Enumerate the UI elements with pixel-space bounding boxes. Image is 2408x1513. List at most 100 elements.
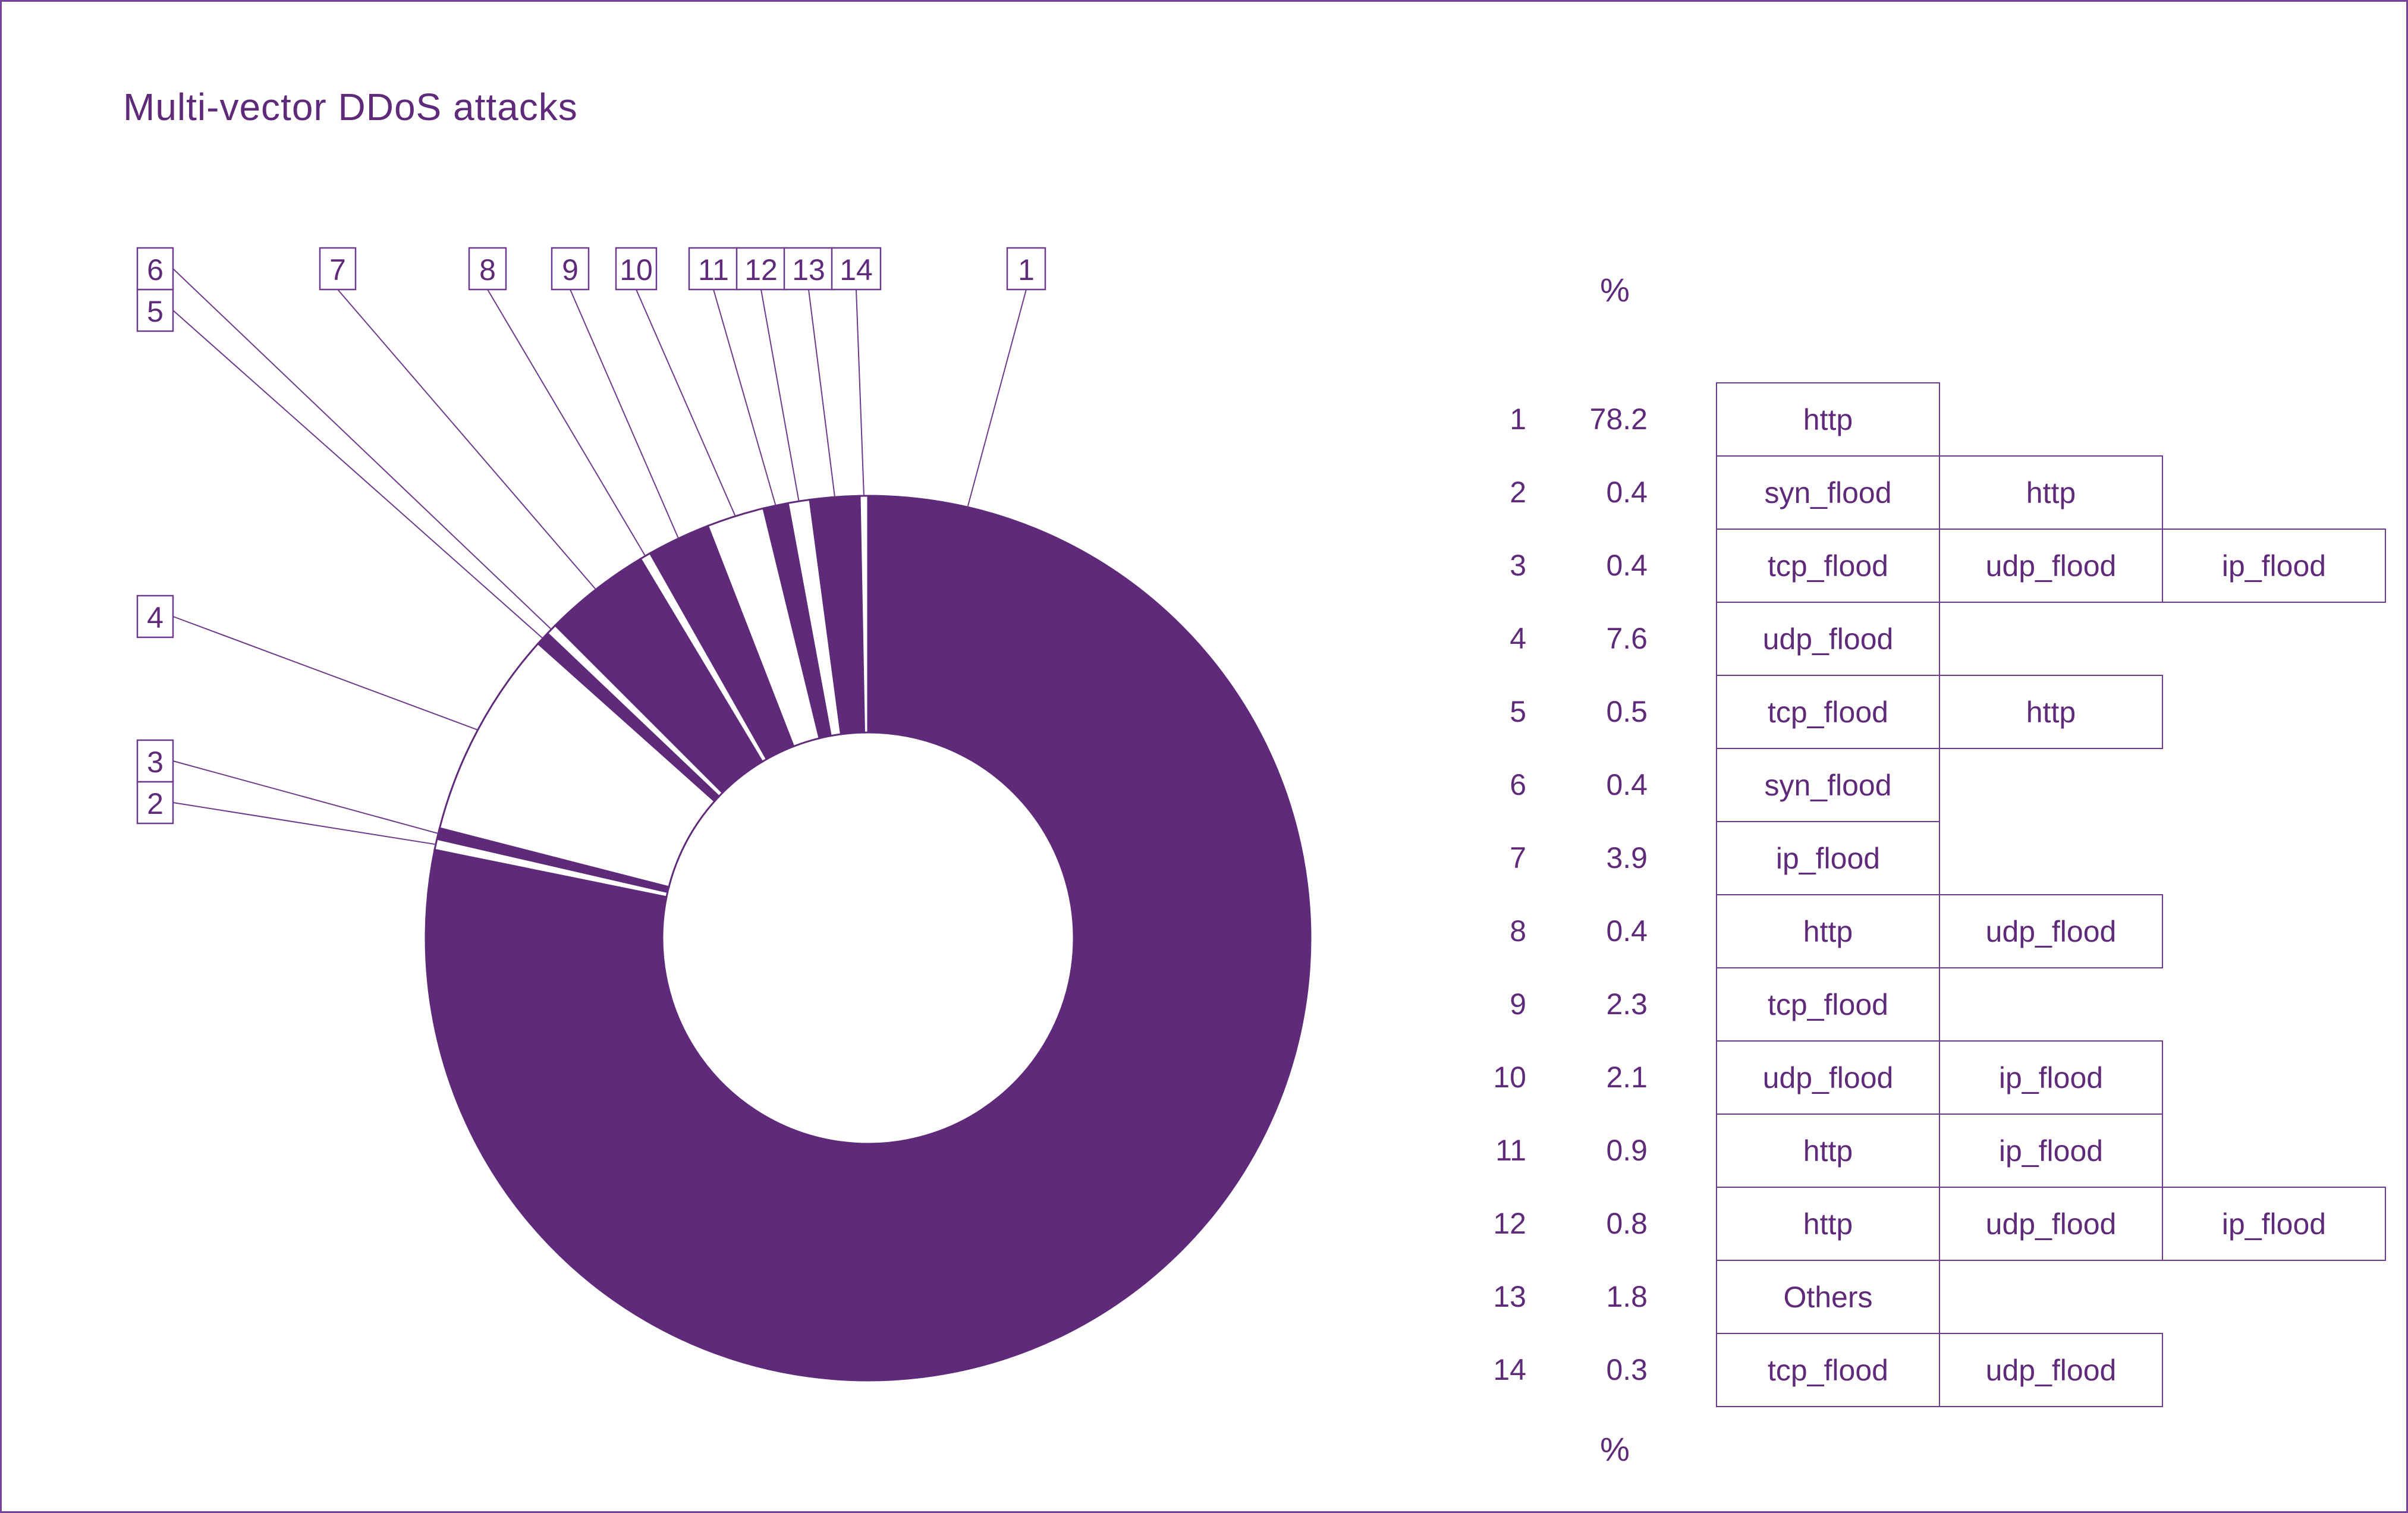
legend-cell-5-2: http — [1939, 675, 2163, 749]
legend-cell-9-1: tcp_flood — [1716, 967, 1940, 1042]
legend-rank-6: 6 — [1510, 767, 1526, 801]
legend-pct-12: 0.8 — [1606, 1206, 1648, 1240]
leader-lines — [172, 268, 1027, 845]
legend-cell-3-1: tcp_flood — [1716, 529, 1940, 603]
slice-label-1: 1 — [1006, 247, 1046, 291]
slice-label-7: 7 — [319, 247, 357, 291]
legend-rank-14: 14 — [1493, 1352, 1526, 1386]
legend-rank-10: 10 — [1493, 1060, 1526, 1094]
slice-label-number: 6 — [147, 253, 164, 287]
legend-rank-3: 3 — [1510, 548, 1526, 582]
legend-cell-8-2: udp_flood — [1939, 894, 2163, 968]
legend-pct-7: 3.9 — [1606, 841, 1648, 875]
slice-label-number: 8 — [479, 253, 496, 287]
leader-line-4 — [172, 616, 478, 731]
legend-cell-4-1: udp_flood — [1716, 602, 1940, 676]
slice-label-box — [136, 739, 174, 783]
leader-line-14 — [856, 289, 865, 496]
leader-line-6 — [172, 268, 552, 630]
legend-pct-4: 7.6 — [1606, 621, 1648, 655]
slice-label-3: 3 — [136, 739, 174, 783]
legend-rank-12: 12 — [1493, 1206, 1526, 1240]
legend-pct-8: 0.4 — [1606, 914, 1648, 948]
leader-line-10 — [636, 289, 736, 517]
unit-percent-bottom: % — [1600, 1430, 1630, 1468]
slice-label-number: 5 — [147, 295, 164, 328]
leader-line-13 — [808, 289, 835, 498]
donut-slice-14 — [859, 495, 869, 734]
legend-cell-10-2: ip_flood — [1939, 1040, 2163, 1115]
slice-label-box — [468, 247, 507, 291]
legend-cell-14-1: tcp_flood — [1716, 1333, 1940, 1407]
slice-label-6: 6 — [136, 247, 174, 291]
legend-rank-13: 13 — [1493, 1279, 1526, 1313]
legend-cell-2-2: http — [1939, 455, 2163, 530]
slice-label-number: 10 — [620, 253, 653, 287]
slice-label-box — [136, 247, 174, 291]
leader-line-3 — [172, 760, 439, 834]
slice-label-14: 14 — [831, 247, 882, 291]
legend-rank-1: 1 — [1510, 402, 1526, 436]
legend-pct-2: 0.4 — [1606, 475, 1648, 509]
slice-label-number: 12 — [744, 253, 778, 287]
slice-label-box — [319, 247, 357, 291]
legend-pct-3: 0.4 — [1606, 548, 1648, 582]
leader-line-9 — [570, 289, 680, 539]
slice-label-8: 8 — [468, 247, 507, 291]
legend-rank-9: 9 — [1510, 987, 1526, 1021]
legend-pct-6: 0.4 — [1606, 767, 1648, 801]
slice-label-number: 1 — [1018, 253, 1035, 287]
legend-pct-14: 0.3 — [1606, 1352, 1648, 1386]
slice-label-10: 10 — [615, 247, 658, 291]
legend-cell-10-1: udp_flood — [1716, 1040, 1940, 1115]
legend-cell-3-2: udp_flood — [1939, 529, 2163, 603]
slice-label-box — [136, 594, 174, 638]
slice-label-number: 14 — [840, 253, 873, 287]
slice-label-12: 12 — [735, 247, 787, 291]
slice-label-13: 13 — [783, 247, 834, 291]
unit-percent-top: % — [1600, 271, 1630, 309]
slice-label-9: 9 — [551, 247, 590, 291]
legend-pct-9: 2.3 — [1606, 987, 1648, 1021]
legend-rank-11: 11 — [1495, 1133, 1526, 1167]
legend-pct-5: 0.5 — [1606, 694, 1648, 728]
slice-label-4: 4 — [136, 594, 174, 638]
legend-cell-8-1: http — [1716, 894, 1940, 968]
leader-line-12 — [760, 289, 800, 502]
slice-label-box — [688, 247, 739, 291]
legend-cell-5-1: tcp_flood — [1716, 675, 1940, 749]
slice-label-number: 9 — [562, 253, 579, 287]
slice-label-number: 4 — [147, 601, 164, 634]
legend-rank-8: 8 — [1510, 914, 1526, 948]
legend-cell-3-3: ip_flood — [2162, 529, 2386, 603]
legend-cell-11-1: http — [1716, 1113, 1940, 1188]
chart-title: Multi-vector DDoS attacks — [123, 86, 578, 128]
slice-label-box — [615, 247, 658, 291]
legend-cell-11-2: ip_flood — [1939, 1113, 2163, 1188]
legend-cell-1-1: http — [1716, 382, 1940, 457]
slice-label-box — [136, 781, 174, 825]
slice-label-11: 11 — [688, 247, 739, 291]
slice-label-box — [735, 247, 787, 291]
legend-cell-12-3: ip_flood — [2162, 1187, 2386, 1261]
leader-line-11 — [713, 289, 777, 506]
slice-label-box — [831, 247, 882, 291]
legend-cell-12-1: http — [1716, 1187, 1940, 1261]
legend-pct-11: 0.9 — [1606, 1133, 1648, 1167]
slice-label-box — [551, 247, 590, 291]
donut-slices — [425, 495, 1312, 1382]
legend-cell-7-1: ip_flood — [1716, 821, 1940, 895]
legend-cell-2-1: syn_flood — [1716, 455, 1940, 530]
legend-pct-10: 2.1 — [1606, 1060, 1648, 1094]
legend-rank-5: 5 — [1510, 694, 1526, 728]
donut-slice-4 — [438, 642, 716, 888]
donut-slice-1 — [425, 495, 1312, 1382]
slice-label-number: 13 — [792, 253, 825, 287]
slice-label-5: 5 — [136, 288, 174, 332]
legend-rank-4: 4 — [1510, 621, 1526, 655]
leader-line-5 — [172, 310, 543, 639]
slice-label-2: 2 — [136, 781, 174, 825]
